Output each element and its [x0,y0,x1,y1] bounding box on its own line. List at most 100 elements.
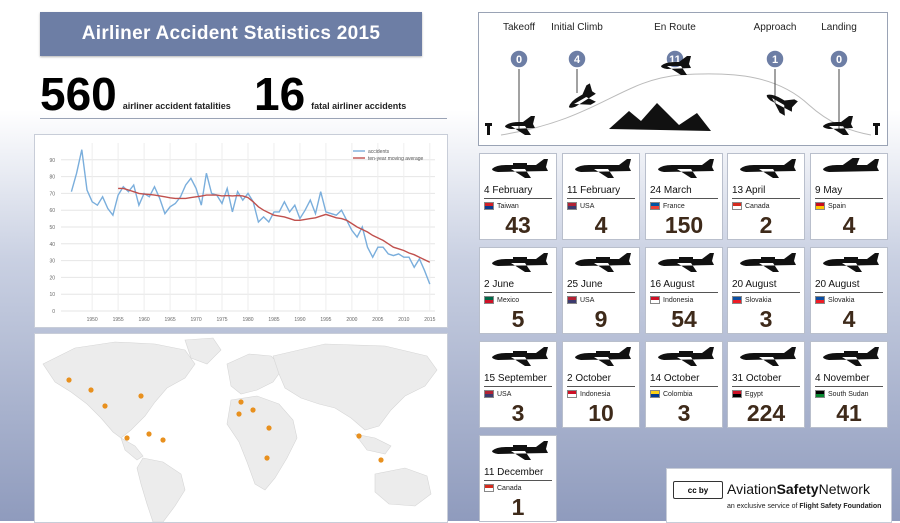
accident-card[interactable]: 31 October Egypt 224 [727,341,805,428]
chart-xtick-label: 1965 [165,317,176,323]
card-divider [732,198,800,199]
aircraft-silhouette-icon [658,347,714,366]
accident-location-dot[interactable] [124,435,130,441]
fatalities-value: 560 [40,68,117,120]
country-flag-icon [567,390,577,398]
accident-date: 9 May [815,185,843,196]
map-australia [374,467,432,507]
creative-commons-badge: cc by [673,481,723,499]
accident-location-dot[interactable] [356,433,362,439]
accident-date: 2 June [484,279,515,290]
accident-location-dot[interactable] [250,407,256,413]
accident-country: Slovakia [815,296,854,304]
accident-date: 2 October [567,373,611,384]
phase-plane-icon [661,56,691,75]
accident-country: Canada [732,202,770,210]
accident-date: 14 October [650,373,700,384]
phase-count-value: 4 [574,54,581,66]
chart-xtick-label: 2005 [372,317,383,323]
phase-count-badge[interactable] [567,49,587,69]
accident-date: 31 October [732,373,782,384]
accident-card[interactable]: 4 February Taiwan 43 [479,153,557,240]
accident-location-dot[interactable] [146,431,152,437]
phase-count-badge[interactable] [829,49,849,69]
chart-ytick-label: 0 [52,309,55,315]
accident-date: 11 February [567,185,621,196]
accident-location-dot[interactable] [138,393,144,399]
accident-card[interactable]: 11 February USA 4 [562,153,640,240]
accident-card[interactable]: 15 September USA 3 [479,341,557,428]
map-central-america [120,437,144,461]
country-flag-icon [484,484,494,492]
logo-brand: AviationSafetyNetwork [727,481,870,497]
control-tower-top-icon [873,123,880,126]
card-divider [815,198,883,199]
accident-location-dot[interactable] [236,411,242,417]
phase-plane-icon [505,116,535,135]
aircraft-silhouette-icon [575,347,631,366]
accident-card[interactable]: 25 June USA 9 [562,247,640,334]
phase-label-takeoff: Takeoff [502,22,536,33]
card-divider [484,386,552,387]
accident-fatalities: 4 [842,212,856,238]
accident-card[interactable]: 14 October Colombia 3 [645,341,723,428]
accident-country: USA [484,390,511,398]
accident-location-dot[interactable] [238,399,244,405]
country-name: USA [580,296,595,304]
phase-count-badge[interactable] [509,49,529,69]
accident-country: Canada [484,484,522,492]
accident-location-dot[interactable] [102,403,108,409]
accident-card[interactable]: 13 April Canada 2 [727,153,805,240]
chart-xtick-label: 1970 [190,317,201,323]
aircraft-silhouette-icon [658,253,714,272]
accident-card[interactable]: 11 December Canada 1 [479,435,557,522]
accident-location-dot[interactable] [264,455,270,461]
accident-fatalities: 9 [594,306,608,332]
country-name: Indonesia [663,296,694,304]
accident-country: USA [567,296,594,304]
country-flag-icon [650,202,660,210]
accident-card[interactable]: 16 August Indonesia 54 [645,247,723,334]
chart-legend-label: ten-year moving average [368,156,424,162]
accident-country: Mexico [484,296,519,304]
accident-location-dot[interactable] [66,377,72,383]
card-divider [815,386,883,387]
accident-card[interactable]: 2 October Indonesia 10 [562,341,640,428]
accident-date: 4 November [815,373,870,384]
chart-ytick-label: 70 [49,191,55,197]
chart-svg: 0 10 20 30 40 50 60 70 80 90 1950 1955 1960 1965 1970 1… [49,143,436,323]
accident-fatalities: 41 [836,400,862,426]
accident-location-dot[interactable] [88,387,94,393]
country-name: Canada [745,202,770,210]
chart-series-line-accidents [70,149,431,285]
accident-location-dot[interactable] [266,425,272,431]
accident-location-dot[interactable] [160,437,166,443]
chart-xtick-label: 1950 [87,317,98,323]
accident-country: Slovakia [732,296,771,304]
accident-card[interactable]: 2 June Mexico 5 [479,247,557,334]
flight-phase-svg: 0 4 11 1 0 [485,49,880,136]
accident-card[interactable]: 24 March France 150 [645,153,723,240]
accident-location-dot[interactable] [378,457,384,463]
chart-xtick-label: 1980 [242,317,253,323]
accident-card[interactable]: 20 August Slovakia 4 [810,247,888,334]
accident-country: Indonesia [567,390,610,398]
accident-card[interactable]: 20 August Slovakia 3 [727,247,805,334]
chart-ytick-label: 50 [49,225,55,231]
logo-subtitle: an exclusive service of Flight Safety Fo… [727,503,881,510]
country-flag-icon [815,202,825,210]
card-divider [567,292,635,293]
aircraft-silhouette-icon [575,159,631,178]
accident-date: 16 August [650,279,695,290]
aviation-safety-network-logo[interactable]: cc by AviationSafetyNetwork an exclusive… [666,468,892,523]
phase-count-badge[interactable] [765,49,785,69]
accident-card[interactable]: 9 May Spain 4 [810,153,888,240]
aircraft-silhouette-icon [823,253,879,272]
phase-plane-icon [568,83,596,108]
aircraft-silhouette-icon [740,347,796,366]
country-name: Mexico [497,296,520,304]
country-name: Slovakia [828,296,855,304]
country-flag-icon [650,390,660,398]
accident-card[interactable]: 4 November South Sudan 41 [810,341,888,428]
country-flag-icon [732,296,742,304]
